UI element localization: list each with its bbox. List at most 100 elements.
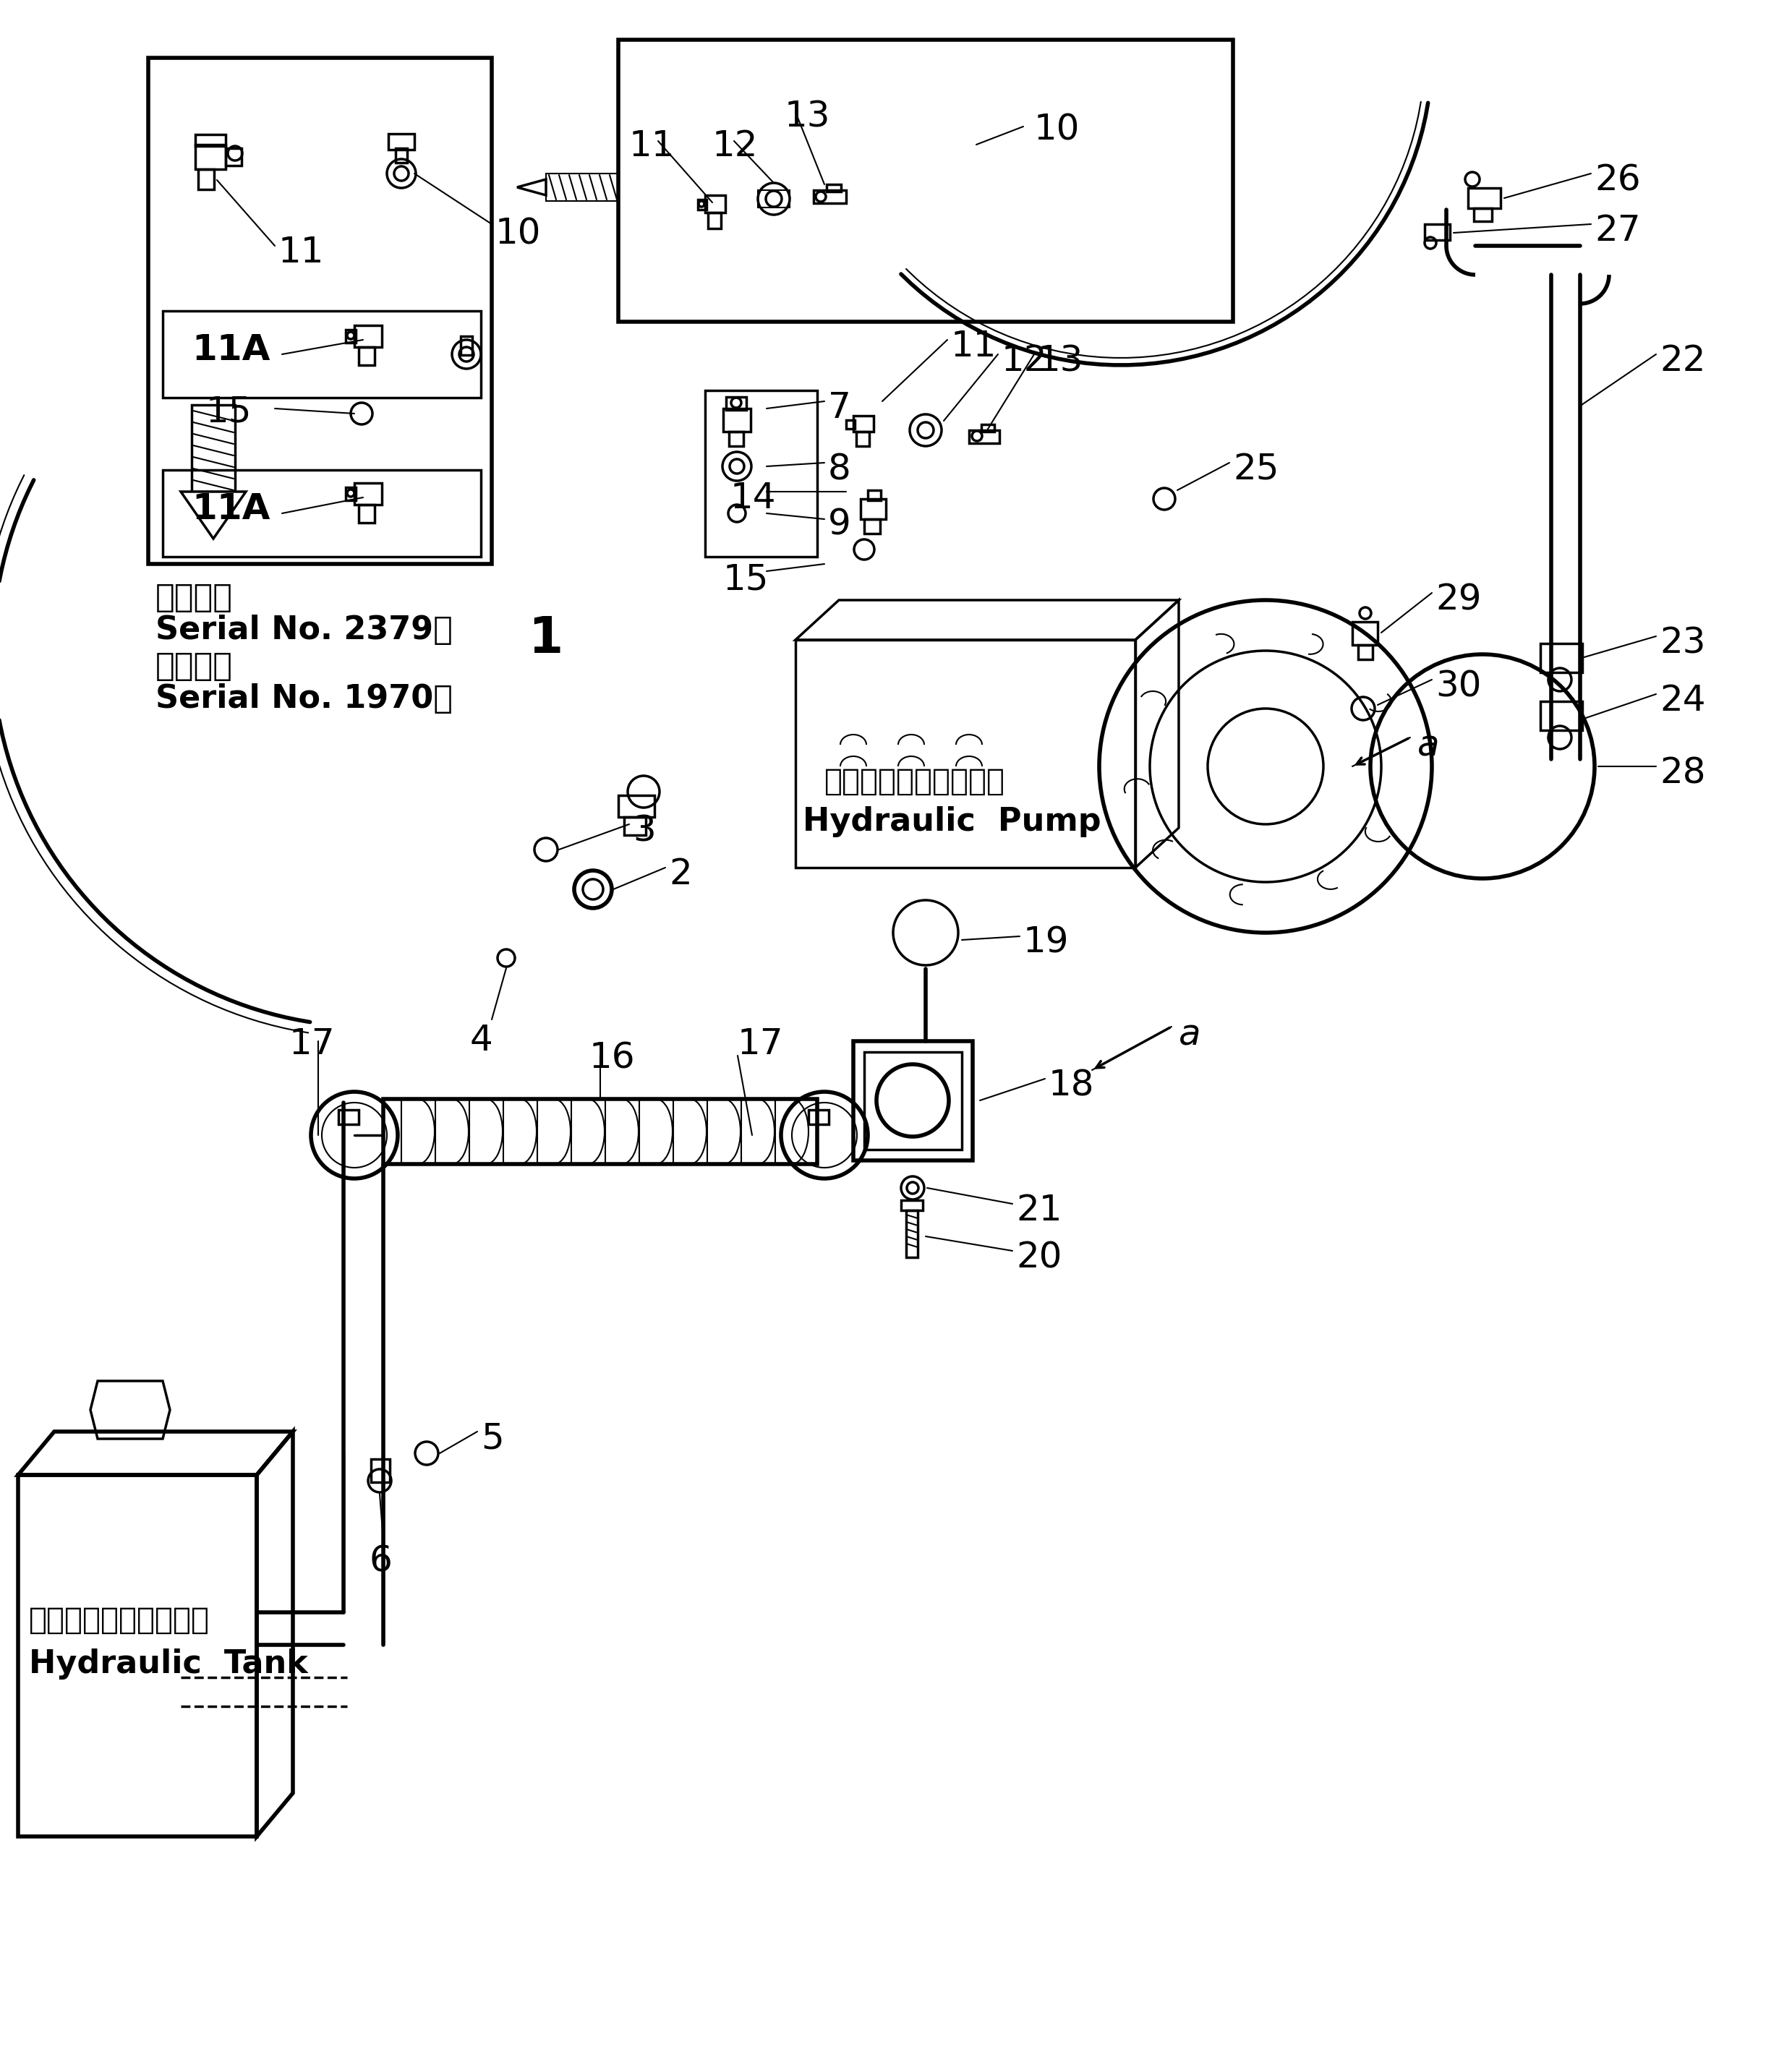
Text: 2: 2	[668, 857, 692, 892]
Text: 29: 29	[1435, 582, 1482, 617]
Bar	[383, 1099, 817, 1163]
Text: ハイドロリックポンプ: ハイドロリックポンプ	[824, 766, 1005, 797]
Text: ハイドロリックタンク: ハイドロリックタンク	[29, 1604, 210, 1635]
Text: 9: 9	[828, 507, 851, 542]
Text: Serial No. 2379～: Serial No. 2379～	[156, 615, 453, 646]
Text: 17: 17	[738, 1027, 783, 1062]
Text: 25: 25	[1233, 451, 1279, 486]
Bar	[814, 190, 846, 203]
Text: 12: 12	[1002, 344, 1048, 379]
Text: 適用号機: 適用号機	[156, 582, 233, 613]
Bar	[618, 795, 654, 818]
Text: 6: 6	[369, 1544, 392, 1577]
Bar	[846, 420, 855, 428]
Text: 26: 26	[1595, 164, 1641, 197]
Bar	[729, 433, 744, 447]
Text: 12: 12	[711, 128, 758, 164]
Bar	[758, 190, 790, 207]
Text: Hydraulic  Pump: Hydraulic Pump	[803, 805, 1100, 836]
Bar	[461, 335, 473, 354]
Bar	[358, 348, 375, 364]
Text: 16: 16	[590, 1041, 636, 1076]
Bar	[704, 195, 726, 213]
Bar	[1425, 224, 1450, 240]
Text: 5: 5	[480, 1420, 504, 1455]
Bar	[199, 170, 213, 190]
Bar	[724, 408, 751, 433]
Text: 適用号機: 適用号機	[156, 650, 233, 681]
Bar	[396, 149, 407, 164]
Text: 14: 14	[731, 480, 776, 515]
Bar	[195, 145, 226, 170]
Text: 15: 15	[724, 563, 769, 598]
Bar	[1353, 621, 1378, 646]
Bar	[346, 329, 357, 344]
Text: 3: 3	[633, 814, 656, 849]
Bar	[1468, 188, 1500, 209]
Bar	[355, 482, 382, 505]
Bar	[853, 416, 873, 433]
Text: 11A: 11A	[192, 333, 271, 366]
Text: Hydraulic  Tank: Hydraulic Tank	[29, 1648, 308, 1679]
Bar	[1541, 644, 1582, 673]
Bar	[867, 491, 882, 501]
Bar	[982, 424, 995, 433]
Text: 13: 13	[785, 99, 830, 135]
Text: a: a	[1417, 729, 1439, 764]
Bar	[853, 1041, 973, 1161]
Text: 19: 19	[1023, 925, 1070, 960]
Text: 7: 7	[828, 391, 851, 424]
Bar	[149, 58, 491, 563]
Text: 1: 1	[529, 615, 563, 662]
Bar	[358, 505, 375, 524]
Text: 24: 24	[1659, 683, 1706, 718]
Text: 11: 11	[629, 128, 676, 164]
Text: 10: 10	[495, 217, 541, 253]
Bar	[1473, 209, 1493, 221]
Bar	[389, 135, 414, 149]
Text: 15: 15	[206, 393, 253, 428]
Bar	[163, 470, 480, 557]
Bar	[624, 818, 645, 834]
Bar	[192, 406, 235, 493]
Bar	[860, 499, 885, 520]
Bar	[704, 391, 817, 557]
Bar	[808, 1110, 828, 1124]
Bar	[969, 431, 1000, 443]
Text: 10: 10	[1034, 112, 1081, 147]
Bar	[547, 174, 618, 201]
Text: 30: 30	[1435, 669, 1482, 704]
Text: 23: 23	[1659, 625, 1706, 660]
Text: a: a	[1179, 1018, 1201, 1054]
Bar	[901, 1201, 923, 1211]
Bar	[226, 149, 242, 166]
Text: 22: 22	[1659, 344, 1706, 379]
Bar	[355, 325, 382, 348]
Bar	[163, 310, 480, 397]
Bar	[708, 213, 720, 228]
Bar	[697, 199, 706, 209]
Text: 8: 8	[828, 451, 851, 486]
Bar	[907, 1211, 918, 1256]
Text: 13: 13	[1038, 344, 1084, 379]
Polygon shape	[518, 180, 547, 195]
Text: 21: 21	[1016, 1192, 1063, 1228]
Bar	[18, 1476, 256, 1836]
Bar	[1358, 646, 1373, 660]
Bar	[726, 397, 745, 410]
Bar	[864, 1052, 962, 1149]
Text: Serial No. 1970～: Serial No. 1970～	[156, 683, 453, 714]
Bar	[346, 486, 357, 501]
Bar	[1541, 702, 1582, 731]
Text: 18: 18	[1048, 1068, 1095, 1103]
Text: 28: 28	[1659, 756, 1706, 791]
Text: 17: 17	[289, 1027, 335, 1062]
Bar	[371, 1459, 391, 1482]
Bar	[864, 520, 880, 534]
Text: 4: 4	[470, 1023, 493, 1058]
Bar	[339, 1110, 358, 1124]
Text: 27: 27	[1595, 213, 1641, 248]
Bar	[857, 433, 869, 447]
Bar	[826, 184, 840, 193]
Bar	[618, 39, 1233, 321]
